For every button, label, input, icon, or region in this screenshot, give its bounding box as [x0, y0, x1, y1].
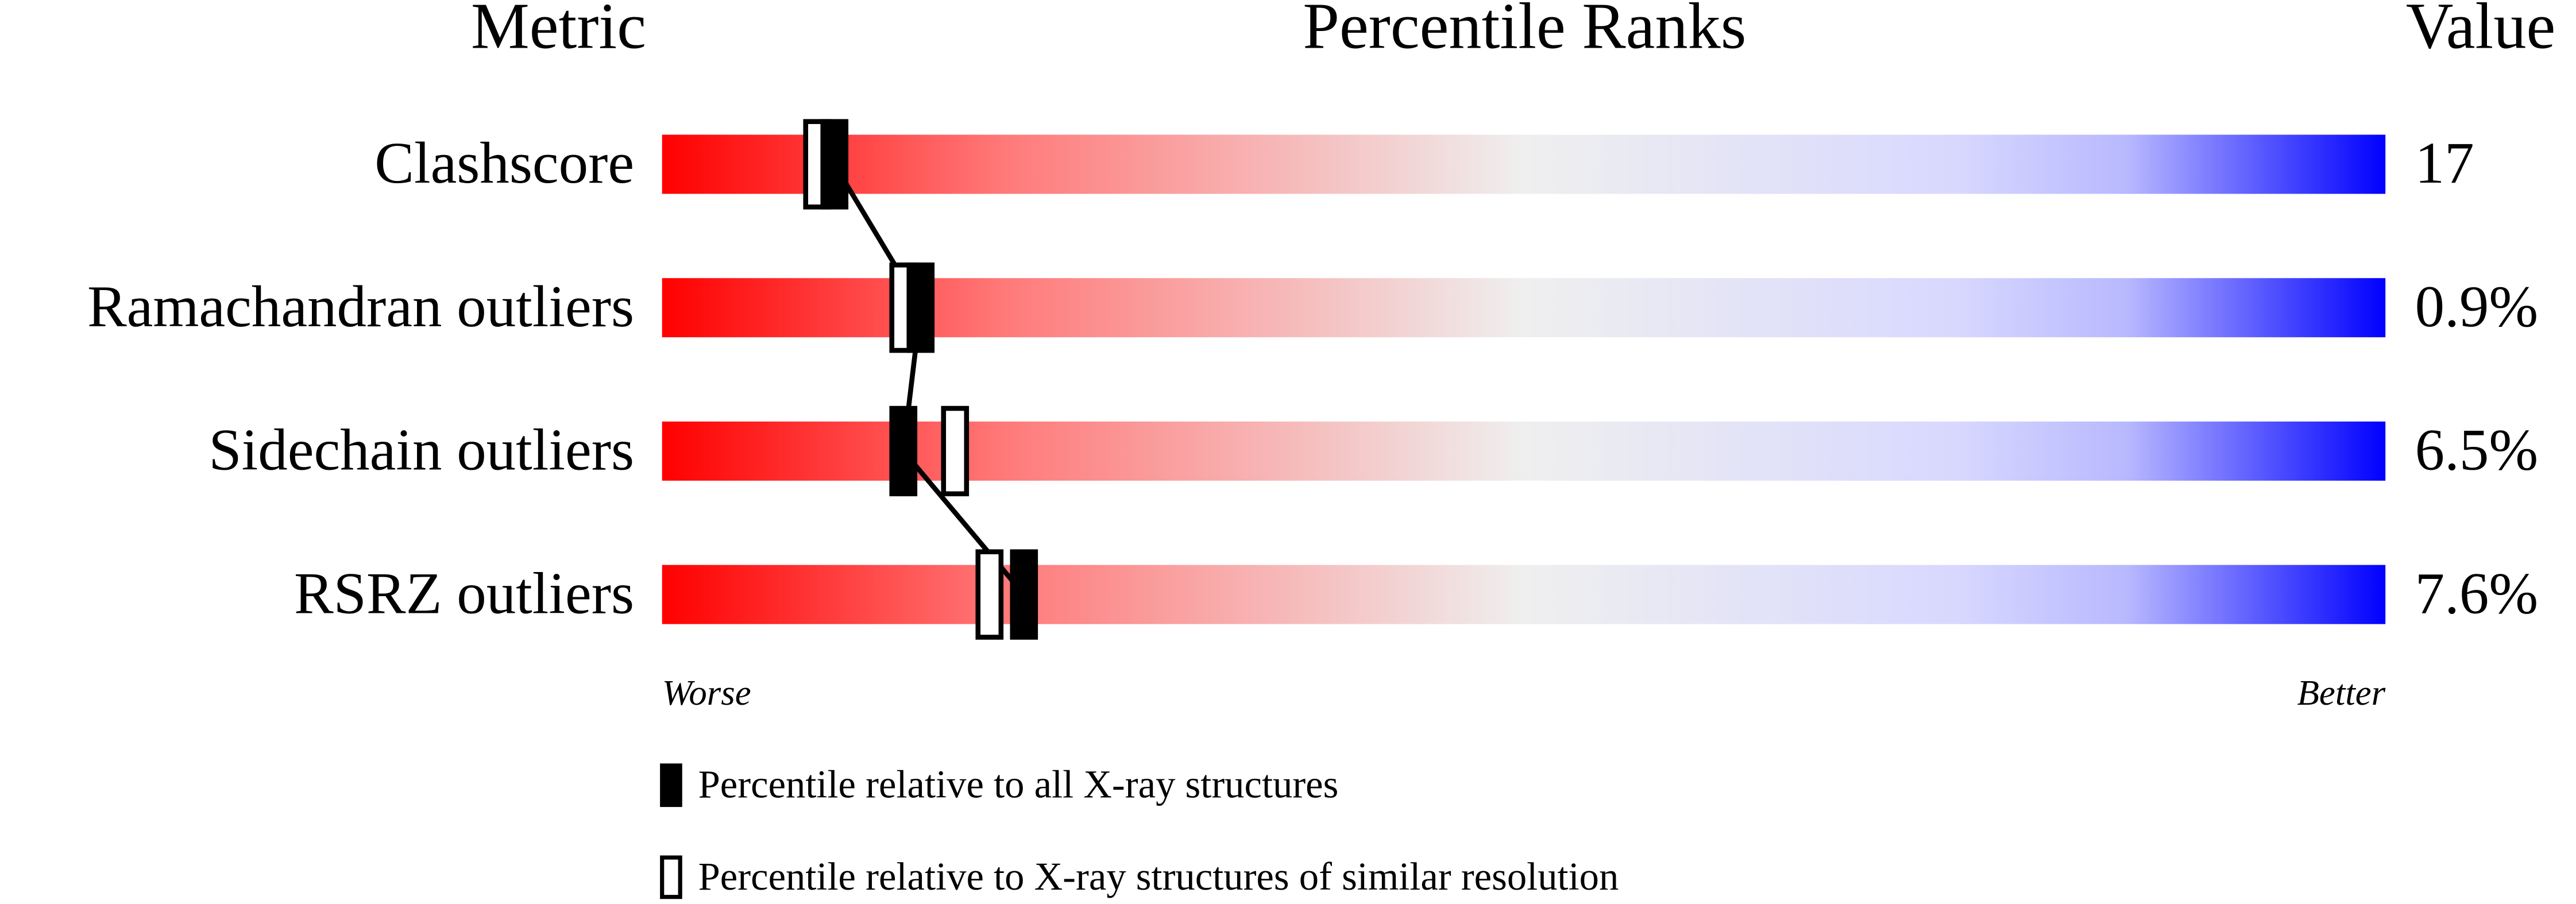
header-value: Value [2406, 0, 2556, 62]
worse-label: Worse [662, 673, 751, 713]
connector-line [832, 163, 1026, 596]
legend-label: Percentile relative to all X-ray structu… [698, 763, 1339, 806]
metric-value: 17 [2415, 130, 2474, 196]
better-label: Better [2297, 673, 2385, 713]
header-percentile: Percentile Ranks [1303, 0, 1746, 62]
legend-swatch [660, 763, 682, 808]
metric-value: 6.5% [2415, 418, 2539, 483]
metric-label: Clashscore [374, 130, 634, 196]
metric-value: 0.9% [2415, 274, 2539, 339]
percentile-marker [975, 549, 1004, 640]
header-metric: Metric [471, 0, 646, 62]
percentile-marker [906, 262, 935, 353]
percentile-marker [941, 405, 970, 497]
legend-swatch [660, 855, 682, 899]
percentile-marker [1010, 549, 1038, 640]
legend-label: Percentile relative to X-ray structures … [698, 855, 1619, 898]
percentile-bar [662, 134, 2386, 194]
percentile-marker [889, 405, 918, 497]
metric-value: 7.6% [2415, 561, 2539, 626]
percentile-marker [820, 119, 849, 210]
metric-label: RSRZ outliers [294, 561, 634, 626]
percentile-bar [662, 565, 2386, 624]
metric-label: Sidechain outliers [208, 418, 634, 483]
metric-label: Ramachandran outliers [87, 274, 634, 339]
percentile-bar [662, 278, 2386, 338]
